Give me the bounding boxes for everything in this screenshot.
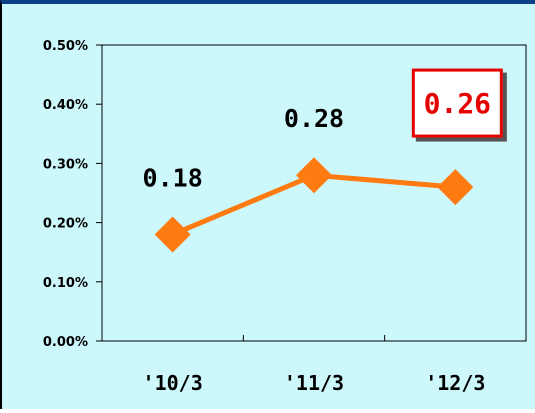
line-chart: 0.00% 0.10% 0.20% 0.30% 0.40% 0.50% '10/3 '11/… <box>43 39 527 395</box>
data-point-marker <box>154 216 191 253</box>
highlight-box <box>411 68 503 138</box>
x-tick-label: '11/3 <box>284 371 344 395</box>
data-label: 0.18 <box>143 163 203 192</box>
x-axis: '10/3 '11/3 '12/3 <box>101 335 527 395</box>
data-label: 0.26 <box>424 87 491 120</box>
y-tick-label: 0.50% <box>43 39 88 54</box>
data-point-marker <box>296 157 332 194</box>
y-tick-label: 0.40% <box>43 98 88 113</box>
y-tick-label: 0.00% <box>43 335 88 350</box>
x-tick-label: '12/3 <box>425 371 485 395</box>
y-tick-label: 0.20% <box>43 217 88 232</box>
data-label: 0.28 <box>284 104 344 133</box>
y-tick-label: 0.10% <box>43 276 88 291</box>
y-axis: 0.00% 0.10% 0.20% 0.30% 0.40% 0.50% <box>43 39 102 350</box>
series-line <box>154 157 474 253</box>
y-tick-label: 0.30% <box>43 157 88 172</box>
data-labels: 0.18 0.28 0.26 <box>143 68 503 192</box>
x-tick-label: '10/3 <box>143 371 203 395</box>
data-point-marker <box>437 169 474 206</box>
